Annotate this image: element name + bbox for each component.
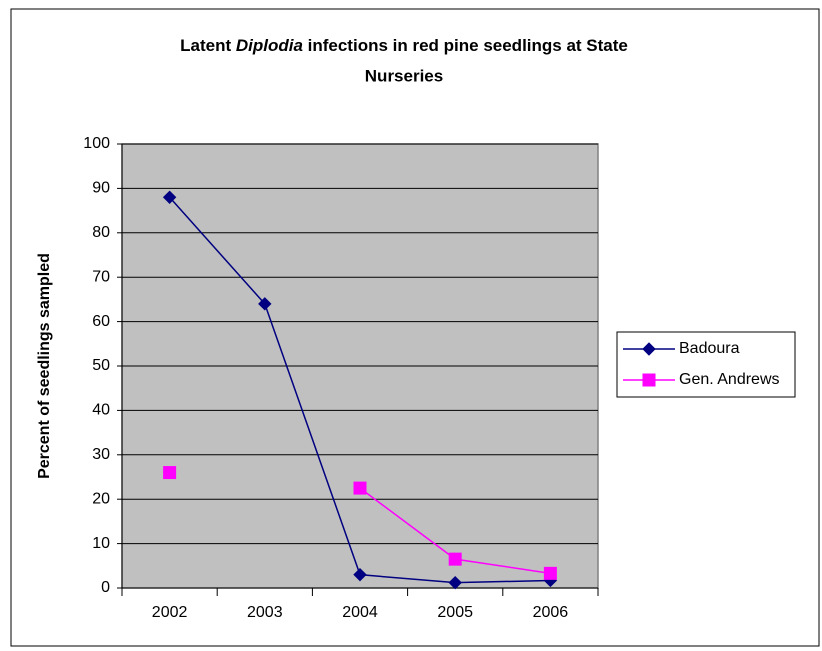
chart-title: Nurseries bbox=[365, 66, 443, 85]
y-tick-label: 20 bbox=[92, 490, 110, 507]
y-tick-label: 0 bbox=[101, 579, 110, 596]
legend-label: Gen. Andrews bbox=[679, 371, 780, 388]
data-point bbox=[543, 566, 557, 580]
title-part: Diplodia bbox=[236, 36, 303, 55]
x-tick-label: 2005 bbox=[437, 604, 473, 621]
data-point bbox=[162, 190, 177, 204]
title-part: Latent bbox=[180, 36, 236, 55]
data-point bbox=[163, 466, 177, 480]
y-tick-label: 40 bbox=[92, 402, 110, 419]
y-tick-label: 50 bbox=[92, 357, 110, 374]
y-tick-label: 70 bbox=[92, 268, 110, 285]
data-point bbox=[353, 567, 367, 582]
y-tick-label: 90 bbox=[92, 180, 110, 197]
legend-label: Badoura bbox=[679, 340, 740, 357]
y-tick-label: 80 bbox=[92, 224, 110, 241]
y-tick-label: 30 bbox=[92, 446, 110, 463]
y-axis-label: Percent of seedlings sampled bbox=[36, 253, 53, 479]
data-point bbox=[448, 552, 462, 566]
legend-marker bbox=[642, 373, 656, 387]
x-tick-label: 2006 bbox=[533, 604, 569, 621]
x-tick-label: 2004 bbox=[342, 604, 378, 621]
legend-marker bbox=[642, 342, 656, 356]
x-tick-label: 2002 bbox=[152, 604, 188, 621]
data-point bbox=[258, 297, 272, 311]
x-tick-label: 2003 bbox=[247, 604, 283, 621]
y-tick-label: 10 bbox=[92, 535, 110, 552]
chart-title: Latent Diplodia infections in red pine s… bbox=[180, 36, 628, 55]
y-tick-label: 100 bbox=[83, 135, 110, 152]
title-part: infections in red pine seedlings at Stat… bbox=[303, 36, 628, 55]
data-point bbox=[448, 575, 462, 590]
y-tick-label: 60 bbox=[92, 313, 110, 330]
data-point bbox=[353, 481, 367, 495]
